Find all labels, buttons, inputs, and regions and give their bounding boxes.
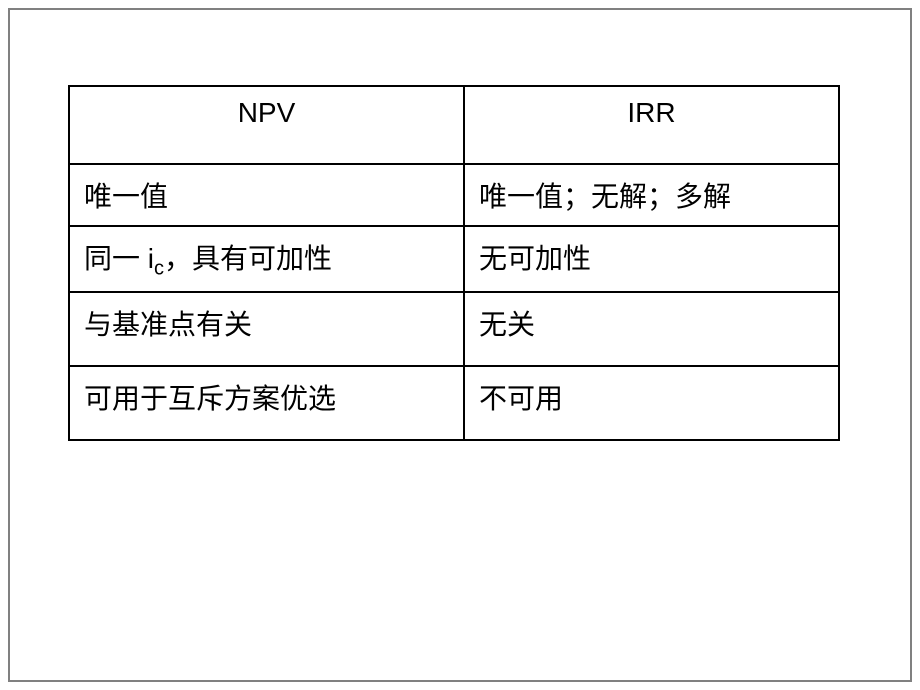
cell-irr-baseline: 无关 xyxy=(464,292,839,366)
comparison-table: NPV IRR 唯一值 唯一值；无解；多解 同一 ic，具有可加性 无可加性 与… xyxy=(68,85,840,441)
cell-npv-baseline: 与基准点有关 xyxy=(69,292,464,366)
table-row: 唯一值 唯一值；无解；多解 xyxy=(69,164,839,226)
header-irr: IRR xyxy=(464,86,839,164)
text-suffix: ，具有可加性 xyxy=(164,243,332,274)
cell-npv-uniqueness: 唯一值 xyxy=(69,164,464,226)
cell-irr-mutual: 不可用 xyxy=(464,366,839,440)
cell-irr-additivity: 无可加性 xyxy=(464,226,839,292)
table-row: 同一 ic，具有可加性 无可加性 xyxy=(69,226,839,292)
cell-npv-additivity: 同一 ic，具有可加性 xyxy=(69,226,464,292)
text-prefix: 同一 i xyxy=(84,243,154,274)
header-npv: NPV xyxy=(69,86,464,164)
cell-npv-mutual: 可用于互斥方案优选 xyxy=(69,366,464,440)
table-header-row: NPV IRR xyxy=(69,86,839,164)
text-subscript: c xyxy=(154,258,164,280)
cell-irr-uniqueness: 唯一值；无解；多解 xyxy=(464,164,839,226)
table-row: 可用于互斥方案优选 不可用 xyxy=(69,366,839,440)
table-row: 与基准点有关 无关 xyxy=(69,292,839,366)
